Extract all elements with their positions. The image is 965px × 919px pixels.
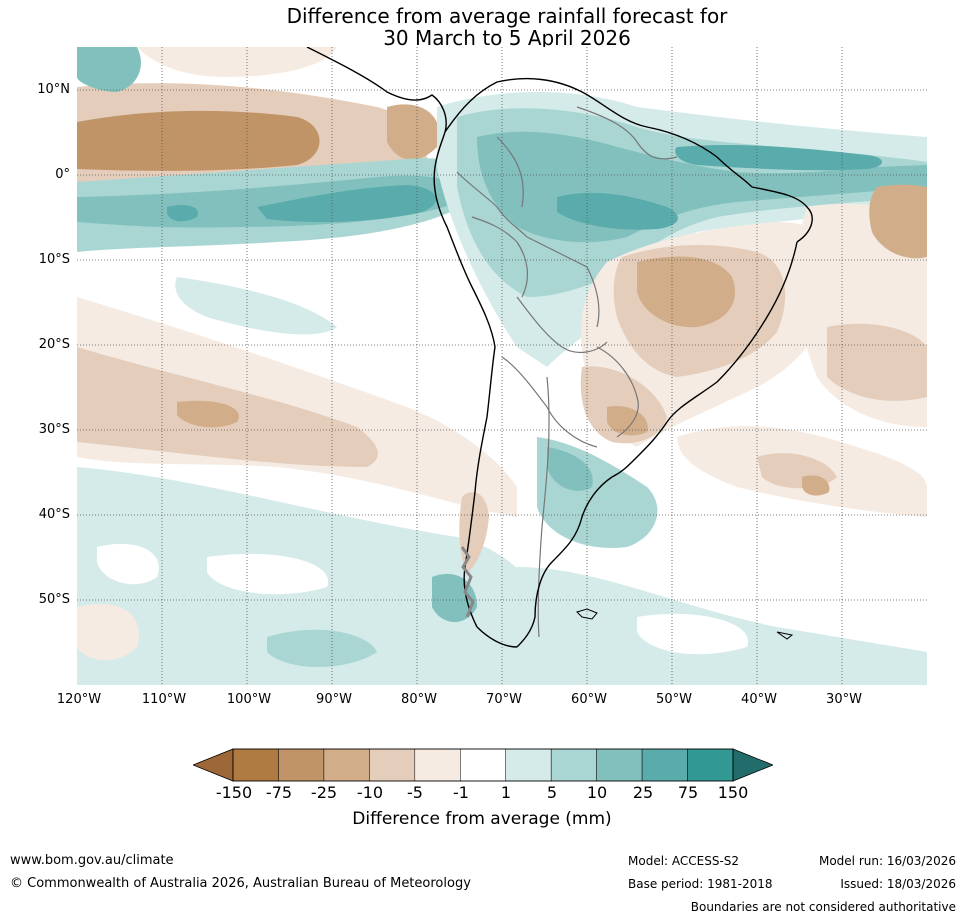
legend-color-cell [278, 748, 325, 782]
lat-label-30s: 30°S [38, 422, 70, 437]
teal-patch-top-left [77, 47, 141, 92]
lon-label-110w: 110°W [141, 692, 187, 707]
legend-arrow-right [732, 748, 773, 782]
legend-tick-label: -1 [453, 783, 469, 802]
legend-tick-label: 150 [717, 783, 749, 802]
coastlines [306, 47, 813, 648]
legend-color-cell [460, 748, 506, 782]
footer-base-period: Base period: 1981-2018 [628, 877, 773, 891]
legend-tick-label: -5 [407, 783, 423, 802]
brown-south-atlantic-inner [802, 475, 830, 496]
teal-chile-patch [432, 573, 477, 622]
teal-atlantic-core [675, 144, 882, 171]
legend-tick-label: 5 [546, 783, 558, 802]
brown-atlantic-east-mid [869, 184, 927, 259]
white-patch-south-1 [97, 543, 159, 585]
legend-color-cell [505, 748, 552, 782]
teal-patch-south-mid [267, 629, 377, 667]
teal-amazon-core [557, 192, 678, 230]
teal-patch-mid-pacific [175, 277, 337, 335]
brown-patch-sw [77, 603, 139, 661]
brown-band-pacific-outer [77, 297, 517, 517]
lon-label-70w: 70°W [486, 692, 522, 707]
footer-disclaimer: Boundaries are not considered authoritat… [690, 900, 956, 914]
footer-website-link[interactable]: www.bom.gov.au/climate [10, 853, 174, 868]
rainfall-anomaly-map [77, 47, 927, 685]
lon-label-100w: 100°W [226, 692, 272, 707]
legend-tick-label: -10 [356, 783, 384, 802]
teal-river-plate-inner [547, 447, 593, 491]
legend-tick-label: 1 [500, 783, 512, 802]
fjord-coast-marks [460, 546, 475, 618]
legend-color-cell [596, 748, 643, 782]
lon-label-120w: 120°W [56, 692, 102, 707]
brown-atlantic-sub [827, 323, 927, 401]
lat-label-10n: 10°N [37, 82, 70, 97]
teal-patch-equatorial-west [167, 205, 198, 222]
brown-band-pacific-inner [177, 400, 239, 428]
legend-color-cell [414, 748, 461, 782]
legend-color-cell [369, 748, 416, 782]
brown-patch-panama [387, 104, 440, 160]
legend-color-cell [687, 748, 734, 782]
lon-label-80w: 80°W [401, 692, 437, 707]
lat-label-equator: 0° [55, 167, 70, 182]
legend-tick-label: -150 [215, 783, 253, 802]
south-georgia [776, 631, 794, 640]
footer-model-run: Model run: 16/03/2026 [818, 854, 956, 868]
lon-label-30w: 30°W [826, 692, 862, 707]
legend-color-cell [232, 748, 279, 782]
falkland-islands [576, 608, 598, 620]
map-title-line2: 30 March to 5 April 2026 [383, 26, 631, 50]
lon-label-60w: 60°W [571, 692, 607, 707]
brown-top-band [137, 47, 337, 77]
country-borders [456, 106, 678, 638]
lat-label-10s: 10°S [38, 252, 70, 267]
legend-color-cell [323, 748, 370, 782]
footer-issued: Issued: 18/03/2026 [840, 877, 956, 891]
legend-tick-label: 75 [677, 783, 699, 802]
footer-copyright: © Commonwealth of Australia 2026, Austra… [10, 876, 471, 891]
teal-band-equatorial-inner [257, 185, 437, 223]
legend-tick-label: -75 [265, 783, 293, 802]
white-patch-south-3 [637, 613, 749, 655]
lon-label-40w: 40°W [741, 692, 777, 707]
legend-arrow-left [193, 748, 234, 782]
lon-label-50w: 50°W [656, 692, 692, 707]
legend-color-cell [550, 748, 597, 782]
legend-title: Difference from average (mm) [352, 809, 612, 829]
footer-model: Model: ACCESS-S2 [628, 854, 740, 868]
brown-band-equatorial-inner [77, 110, 320, 171]
lat-label-40s: 40°S [38, 507, 70, 522]
lat-label-50s: 50°S [38, 592, 70, 607]
legend-cells [232, 748, 734, 782]
graticule-lines [77, 47, 927, 685]
lat-label-20s: 20°S [38, 337, 70, 352]
legend-color-cell [641, 748, 688, 782]
white-patch-south-2 [207, 553, 329, 595]
lon-label-90w: 90°W [316, 692, 352, 707]
legend-tick-label: 25 [632, 783, 654, 802]
map-title-line1: Difference from average rainfall forecas… [286, 4, 728, 28]
legend-tick-label: 10 [586, 783, 608, 802]
brown-south-brazil-inner [607, 406, 648, 436]
legend-colorbar [193, 748, 773, 782]
brown-brazil-inner [637, 256, 736, 328]
legend-tick-label: -25 [310, 783, 338, 802]
